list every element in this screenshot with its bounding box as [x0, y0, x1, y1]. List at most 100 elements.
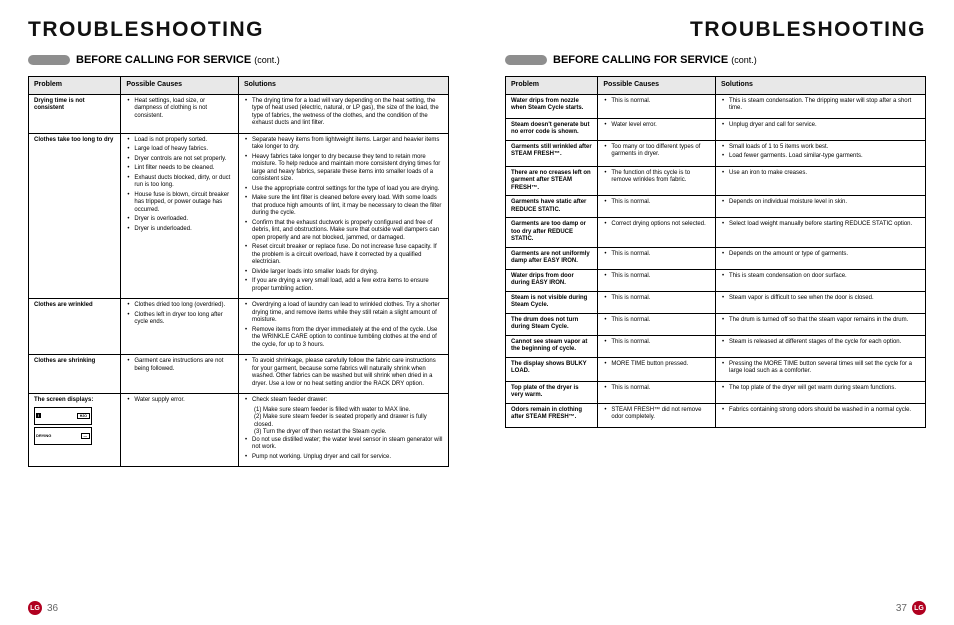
cell-problem: Cannot see steam vapor at the beginning … — [506, 335, 598, 357]
list-item: Lint filter needs to be cleaned. — [134, 165, 233, 173]
list-item: Overdrying a load of laundry can lead to… — [252, 302, 443, 325]
list-item: Pressing the MORE TIME button several ti… — [729, 361, 920, 376]
page-number: 36 — [47, 603, 58, 614]
list-item: This is normal. — [611, 98, 710, 106]
troubleshooting-table-right: Problem Possible Causes Solutions Water … — [505, 76, 926, 428]
cell-causes: This is normal. — [598, 313, 716, 335]
list-item: Small loads of 1 to 5 items work best. — [729, 144, 920, 152]
col-solutions: Solutions — [238, 77, 448, 95]
list-item: This is normal. — [611, 199, 710, 207]
cell-problem: Steam doesn't generate but no error code… — [506, 118, 598, 140]
list-item: Large load of heavy fabrics. — [134, 146, 233, 154]
table-row: Garments still wrinkled after STEAM FRES… — [506, 140, 926, 166]
list-item: Check steam feeder drawer: — [252, 397, 443, 405]
list-item: The drying time for a load will vary dep… — [252, 98, 443, 128]
cell-solutions: Depends on individual moisture level in … — [715, 196, 925, 218]
col-problem: Problem — [506, 77, 598, 95]
list-item: Dryer controls are not set properly. — [134, 156, 233, 164]
list-item: Fabrics containing strong odors should b… — [729, 407, 920, 415]
list-item: Separate heavy items from lightweight it… — [252, 137, 443, 152]
cell-solutions: The drying time for a load will vary dep… — [238, 94, 448, 133]
cell-causes: Too many or too different types of garme… — [598, 140, 716, 166]
table-row: Clothes take too long to dryLoad is not … — [29, 133, 449, 299]
troubleshooting-table-left: Problem Possible Causes Solutions Drying… — [28, 76, 449, 467]
table-row: There are no creases left on garment aft… — [506, 166, 926, 196]
list-item: Divide larger loads into smaller loads f… — [252, 269, 443, 277]
list-item: Dryer is overloaded. — [134, 216, 233, 224]
cell-solutions: Pressing the MORE TIME button several ti… — [715, 357, 925, 381]
list-item: Water supply error. — [134, 397, 233, 405]
list-item: If you are drying a very small load, add… — [252, 278, 443, 293]
cell-causes: Water level error. — [598, 118, 716, 140]
list-item: (2) Make sure steam feeder is seated pro… — [254, 414, 443, 429]
cell-causes: Clothes dried too long (overdried).Cloth… — [121, 299, 239, 355]
subtitle-bar: BEFORE CALLING FOR SERVICE (cont.) — [28, 54, 449, 66]
table-row: Water drips from door during EASY IRON. T… — [506, 269, 926, 291]
cell-solutions: The top plate of the dryer will get warm… — [715, 381, 925, 403]
list-item: Garment care instructions are not being … — [134, 358, 233, 373]
list-item: Depends on the amount or type of garment… — [729, 251, 920, 259]
list-item: MORE TIME button pressed. — [611, 361, 710, 369]
cell-problem: Garments have static after REDUCE STATIC… — [506, 196, 598, 218]
cell-causes: Heat settings, load size, or dampness of… — [121, 94, 239, 133]
cell-problem: Clothes are shrinking — [29, 355, 121, 394]
table-row: Steam doesn't generate but no error code… — [506, 118, 926, 140]
list-item: To avoid shrinkage, please carefully fol… — [252, 358, 443, 388]
cell-problem: The drum does not turn during Steam Cycl… — [506, 313, 598, 335]
cell-solutions: Steam is released at different stages of… — [715, 335, 925, 357]
cell-problem: Odors remain in clothing after STEAM FRE… — [506, 403, 598, 427]
list-item: Clothes dried too long (overdried). — [134, 302, 233, 310]
subtitle-pill — [505, 55, 547, 65]
table-row: Water drips from nozzle when Steam Cycle… — [506, 94, 926, 118]
list-item: Use the appropriate control settings for… — [252, 186, 443, 194]
cell-solutions: Depends on the amount or type of garment… — [715, 247, 925, 269]
list-item: Remove items from the dryer immediately … — [252, 327, 443, 350]
subtitle-text: BEFORE CALLING FOR SERVICE — [76, 54, 251, 66]
list-item: Steam vapor is difficult to see when the… — [729, 295, 920, 303]
cell-solutions: To avoid shrinkage, please carefully fol… — [238, 355, 448, 394]
cell-problem: Clothes take too long to dry — [29, 133, 121, 299]
cell-problem: The screen displays:!H2ODRYING— — [29, 394, 121, 467]
table-row: Cannot see steam vapor at the beginning … — [506, 335, 926, 357]
table-row: Top plate of the dryer is very warm.This… — [506, 381, 926, 403]
cell-causes: This is normal. — [598, 247, 716, 269]
list-item: (1) Make sure steam feeder is filled wit… — [254, 407, 443, 415]
list-item: Depends on individual moisture level in … — [729, 199, 920, 207]
list-item: Unplug dryer and call for service. — [729, 122, 920, 130]
subtitle-cont: (cont.) — [254, 55, 280, 65]
list-item: Load fewer garments. Load similar-type g… — [729, 153, 920, 161]
lg-logo-icon: LG — [912, 601, 926, 615]
table-row: Clothes are shrinking Garment care instru… — [29, 355, 449, 394]
cell-causes: This is normal. — [598, 269, 716, 291]
manual-page-right: TROUBLESHOOTING BEFORE CALLING FOR SERVI… — [477, 0, 954, 625]
cell-solutions: Unplug dryer and call for service. — [715, 118, 925, 140]
cell-causes: This is normal. — [598, 196, 716, 218]
cell-solutions: Small loads of 1 to 5 items work best.Lo… — [715, 140, 925, 166]
list-item: This is normal. — [611, 273, 710, 281]
col-problem: Problem — [29, 77, 121, 95]
cell-problem: Garments still wrinkled after STEAM FRES… — [506, 140, 598, 166]
list-item: Do not use distilled water; the water le… — [252, 437, 443, 452]
manual-page-left: TROUBLESHOOTING BEFORE CALLING FOR SERVI… — [0, 0, 477, 625]
cell-problem: Garments are too damp or too dry after R… — [506, 218, 598, 248]
cell-causes: Load is not properly sorted.Large load o… — [121, 133, 239, 299]
list-item: This is normal. — [611, 295, 710, 303]
cell-problem: The display shows BULKY LOAD. — [506, 357, 598, 381]
list-item: Exhaust ducts blocked, dirty, or duct ru… — [134, 175, 233, 190]
cell-problem: Water drips from door during EASY IRON. — [506, 269, 598, 291]
list-item: This is steam condensation. The dripping… — [729, 98, 920, 113]
list-item: STEAM FRESH™ did not remove odor complet… — [611, 407, 710, 422]
list-item: Confirm that the exhaust ductwork is pro… — [252, 220, 443, 243]
list-item: The drum is turned off so that the steam… — [729, 317, 920, 325]
list-item: Heat settings, load size, or dampness of… — [134, 98, 233, 121]
cell-solutions: The drum is turned off so that the steam… — [715, 313, 925, 335]
list-item: Dryer is underloaded. — [134, 226, 233, 234]
cell-problem: Top plate of the dryer is very warm. — [506, 381, 598, 403]
list-item: Too many or too different types of garme… — [611, 144, 710, 159]
list-item: Steam is released at different stages of… — [729, 339, 920, 347]
cell-causes: Correct drying options not selected. — [598, 218, 716, 248]
page-footer-right: 37 LG — [896, 601, 926, 615]
cell-problem: Clothes are wrinkled — [29, 299, 121, 355]
list-item: Use an iron to make creases. — [729, 170, 920, 178]
list-item: Water level error. — [611, 122, 710, 130]
